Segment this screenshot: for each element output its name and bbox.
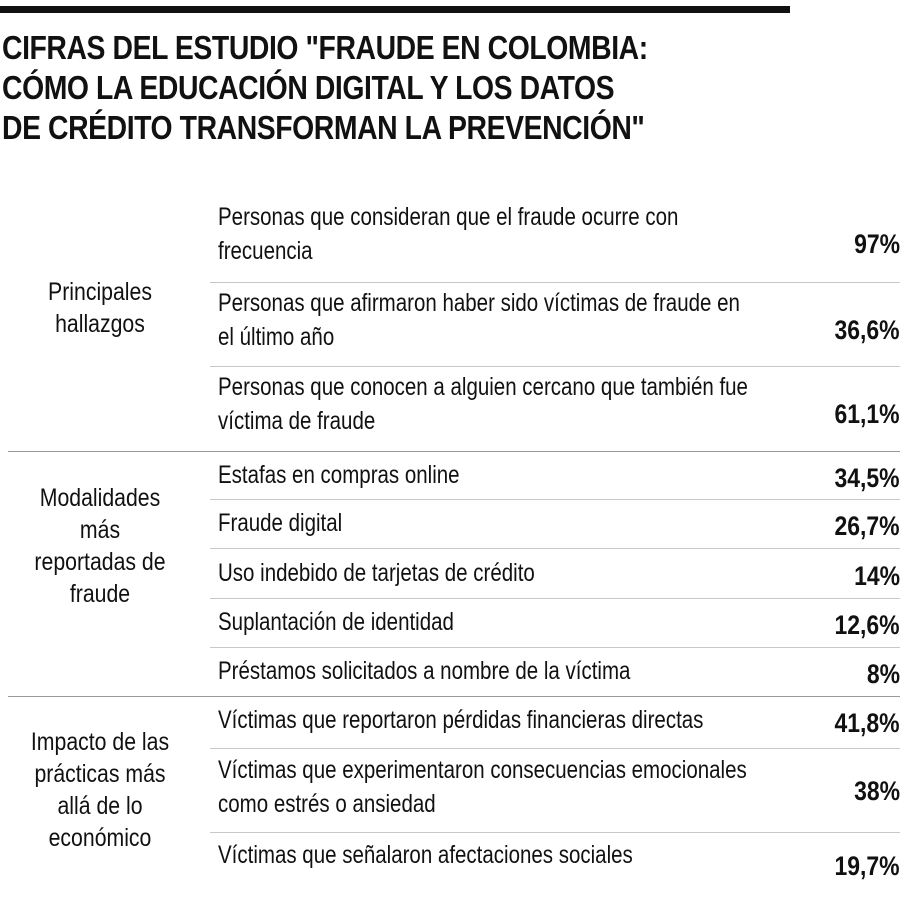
row-label: Suplantación de identidad	[218, 608, 454, 636]
row-divider	[210, 748, 900, 749]
title-line-3: DE CRÉDITO TRANSFORMAN LA PREVENCIÓN"	[2, 109, 645, 146]
group-divider	[8, 696, 900, 697]
row-value: 36,6%	[834, 315, 900, 345]
group-label-modalidades: Modalidades más reportadas de fraude	[34, 484, 166, 608]
row-divider	[210, 598, 900, 599]
row-value: 38%	[854, 776, 900, 806]
row-value: 97%	[854, 229, 900, 259]
row-divider	[210, 548, 900, 549]
row-divider	[210, 832, 900, 833]
group-label-principales-hallazgos: Principales hallazgos	[48, 278, 152, 338]
row-label: Víctimas que experimentaron consecuencia…	[218, 756, 747, 818]
row-value: 41,8%	[834, 708, 900, 738]
group-label-impacto: Impacto de las prácticas más allá de lo …	[30, 728, 170, 852]
row-divider	[210, 647, 900, 648]
row-value: 26,7%	[834, 511, 900, 541]
title-line-2: CÓMO LA EDUCACIÓN DIGITAL Y LOS DATOS	[2, 69, 615, 106]
row-divider	[210, 282, 900, 283]
row-value: 19,7%	[834, 851, 900, 881]
row-value: 14%	[854, 561, 900, 591]
group-divider	[8, 451, 900, 452]
row-value: 8%	[866, 659, 900, 689]
row-label: Personas que afirmaron haber sido víctim…	[218, 289, 740, 351]
page-title: CIFRAS DEL ESTUDIO "FRAUDE EN COLOMBIA: …	[2, 28, 767, 148]
row-divider	[210, 366, 900, 367]
row-divider	[210, 499, 900, 500]
title-line-1: CIFRAS DEL ESTUDIO "FRAUDE EN COLOMBIA:	[2, 29, 648, 66]
row-label: Personas que consideran que el fraude oc…	[218, 203, 679, 265]
row-value: 34,5%	[834, 463, 900, 493]
row-label: Uso indebido de tarjetas de crédito	[218, 559, 535, 587]
top-rule	[0, 6, 790, 13]
row-label: Personas que conocen a alguien cercano q…	[218, 373, 748, 435]
row-value: 12,6%	[834, 610, 900, 640]
row-label: Préstamos solicitados a nombre de la víc…	[218, 657, 631, 685]
row-label: Estafas en compras online	[218, 461, 460, 489]
row-label: Fraude digital	[218, 509, 343, 537]
row-label: Víctimas que señalaron afectaciones soci…	[218, 841, 633, 869]
row-label: Víctimas que reportaron pérdidas financi…	[218, 706, 704, 734]
row-value: 61,1%	[834, 399, 900, 429]
